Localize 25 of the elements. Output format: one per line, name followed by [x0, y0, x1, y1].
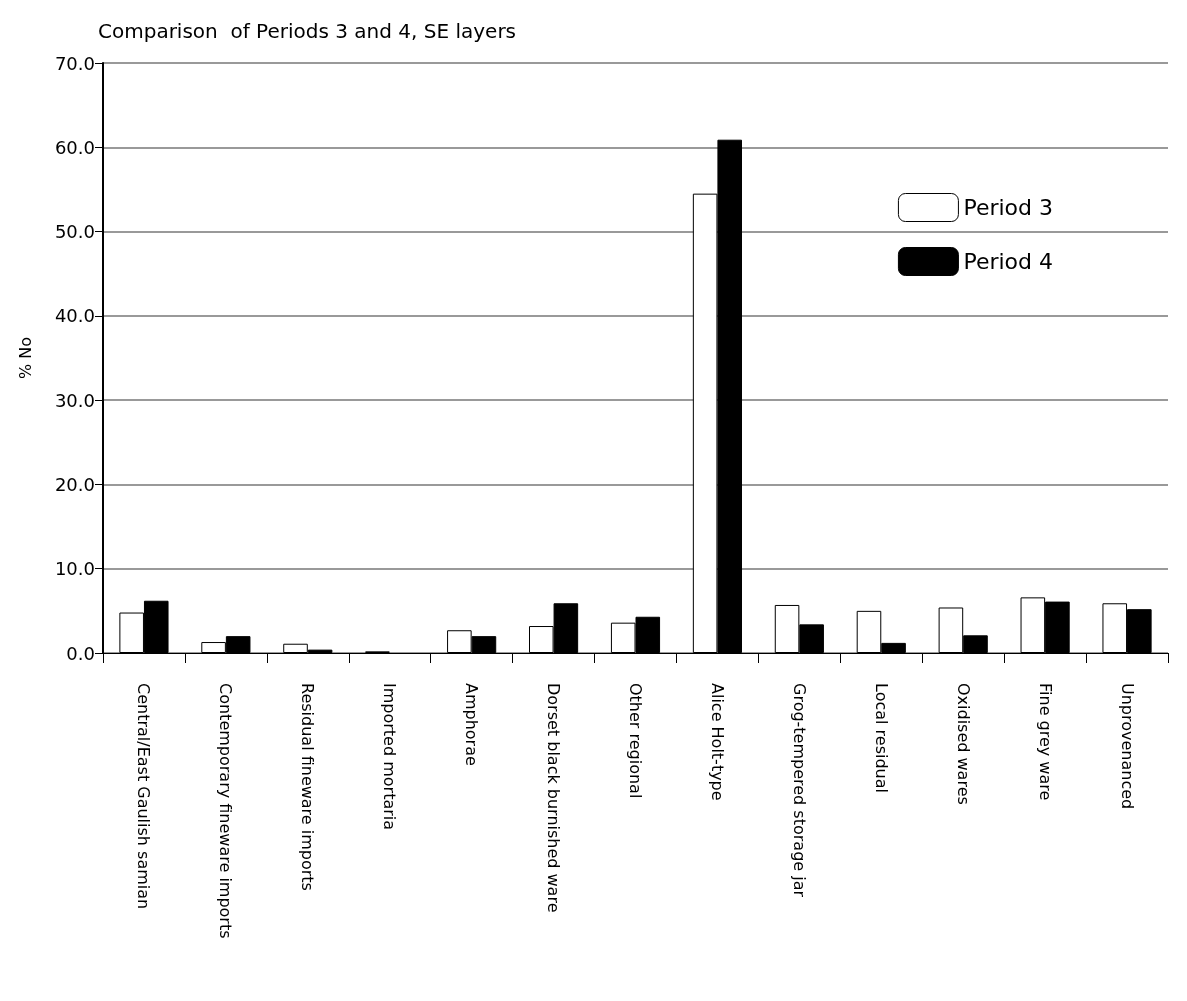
x-tick-label: Local residual: [871, 683, 891, 793]
x-tick-label: Contemporary fineware imports: [216, 683, 236, 939]
y-axis-title: % No: [15, 336, 35, 380]
x-tick-label: Other regional: [626, 683, 645, 799]
y-tick-label: 60.0: [54, 136, 95, 158]
legend-label: Period 3: [963, 195, 1053, 220]
x-tick-label: Fine grey ware: [1035, 683, 1055, 801]
x-tick-label: Residual fineware imports: [298, 683, 318, 891]
y-tick-label: 40.0: [54, 305, 95, 327]
x-tick-label: Oxidised wares: [953, 683, 973, 805]
y-tick-label: 20.0: [54, 473, 95, 495]
y-tick-label: 10.0: [54, 558, 95, 580]
legend-label: Period 4: [963, 249, 1053, 274]
y-tick-label: 70.0: [54, 52, 95, 74]
chart-title: Comparison of Periods 3 and 4, SE layers: [98, 19, 517, 43]
x-tick-label: Imported mortaria: [380, 683, 400, 831]
y-tick-label: 0.0: [66, 642, 95, 664]
x-tick-label: Alice Holt-type: [707, 683, 727, 801]
y-tick-label: 50.0: [54, 221, 95, 243]
y-tick-label: 30.0: [54, 389, 95, 411]
x-tick-label: Unprovenanced: [1117, 683, 1137, 810]
x-tick-label: Amphorae: [462, 683, 482, 766]
x-tick-label: Dorset black burnished ware: [544, 683, 564, 913]
x-tick-label: Grog-tempered storage jar: [789, 683, 809, 898]
x-tick-label: Central/East Gaulish samian: [134, 683, 154, 910]
